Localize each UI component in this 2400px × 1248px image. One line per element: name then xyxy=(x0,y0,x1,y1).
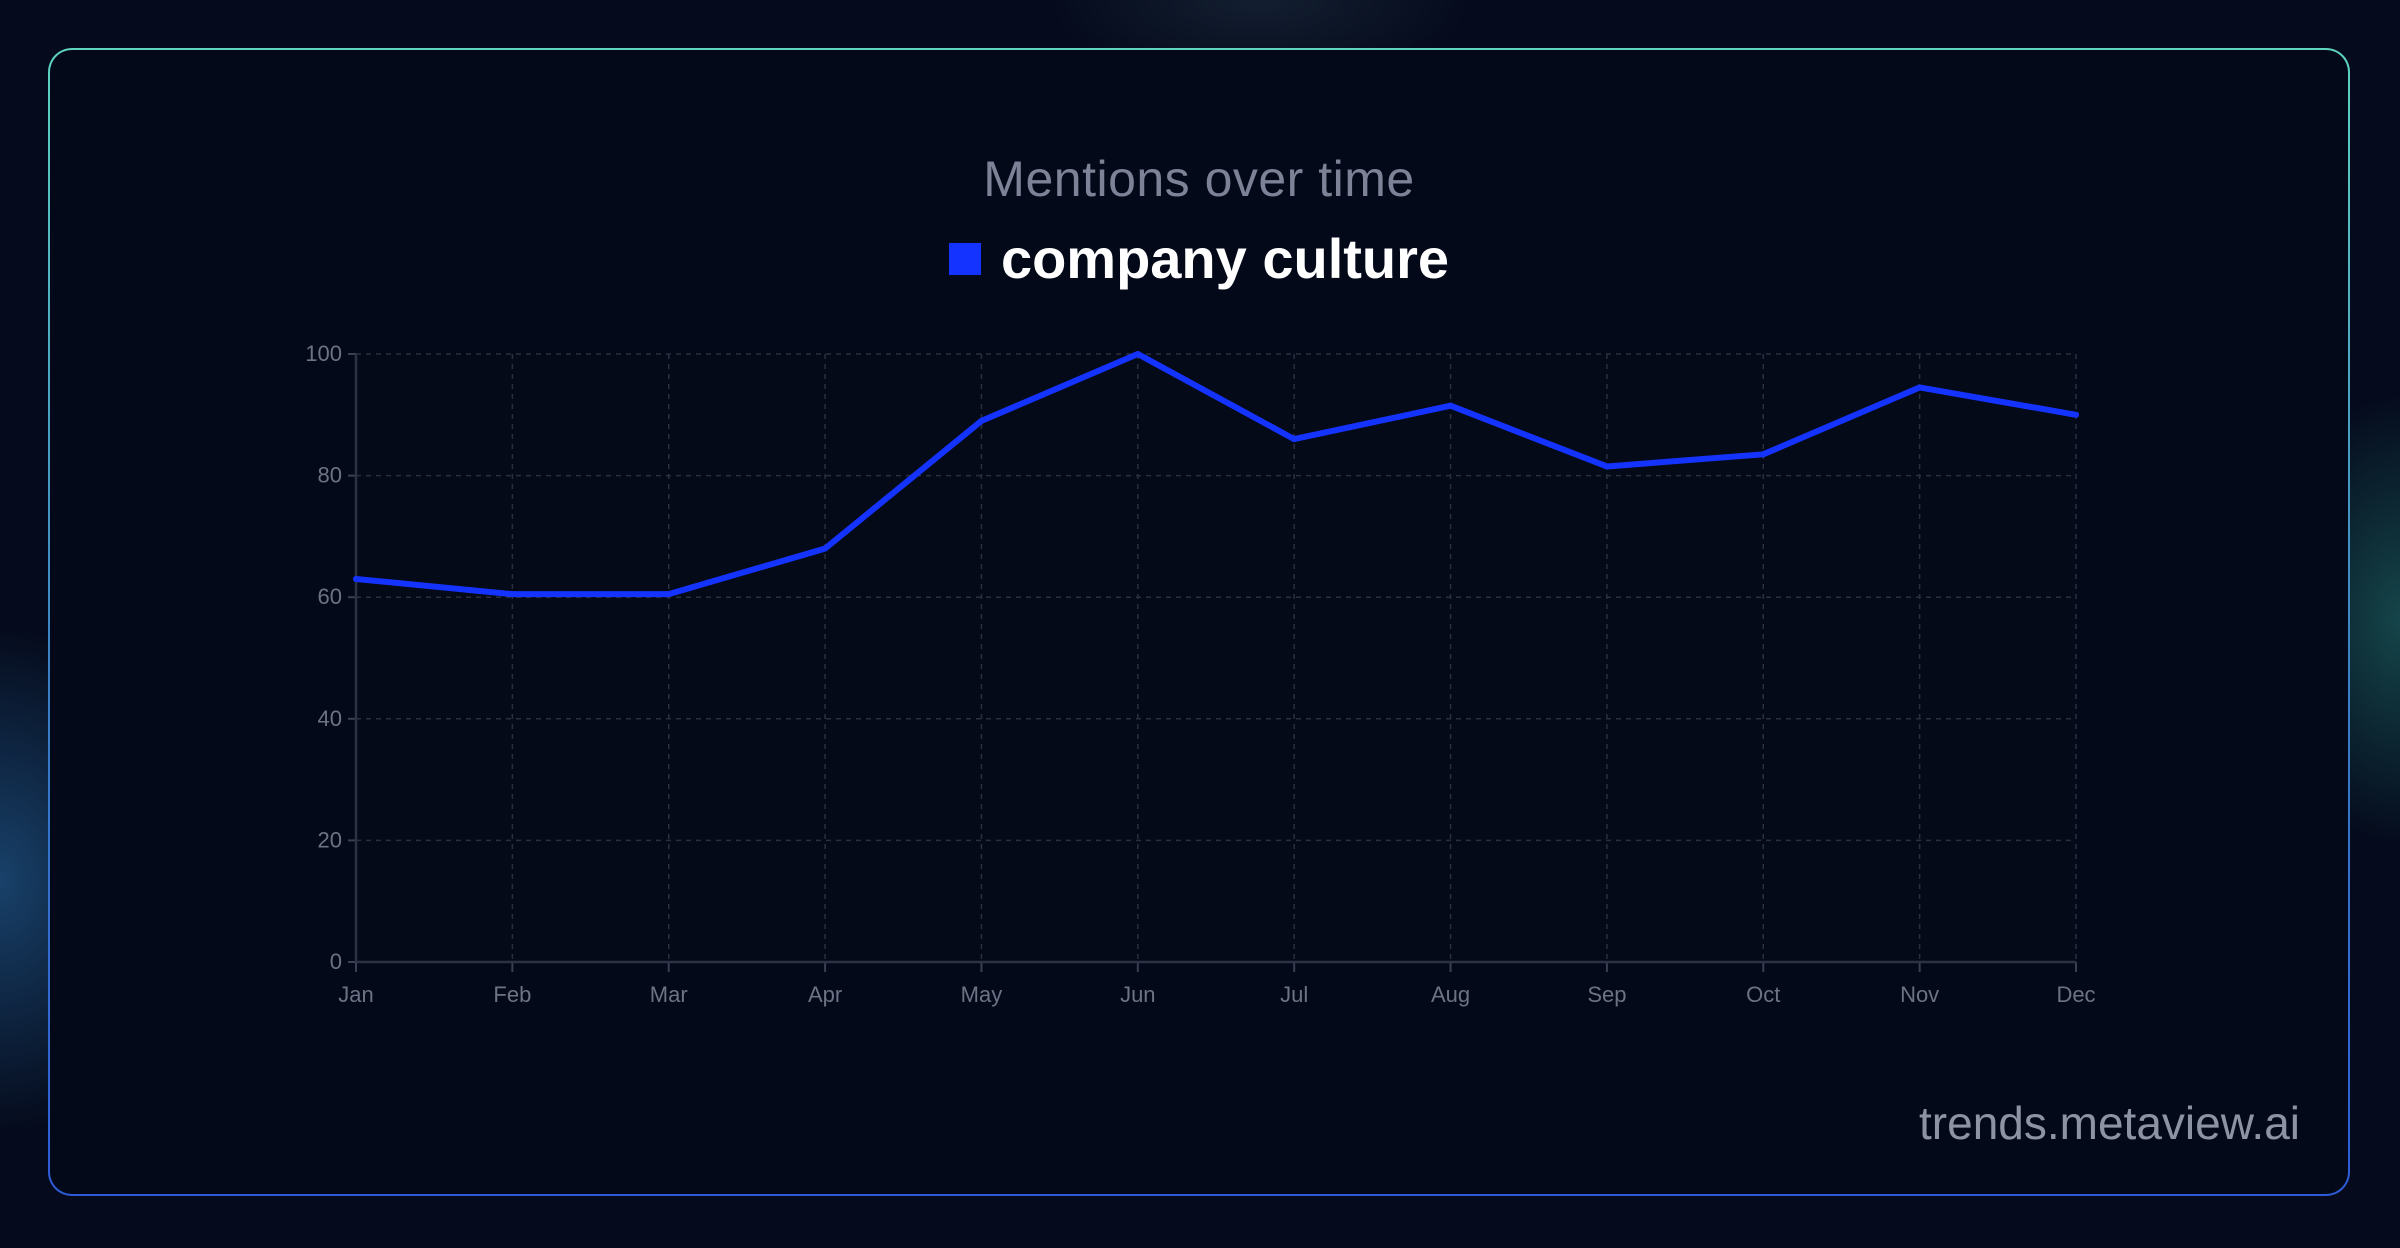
data-point xyxy=(1760,451,1767,458)
x-tick-label: Sep xyxy=(1587,982,1626,1007)
line-chart: 0 20 40 60 80 100 Jan Feb Mar Apr May Jun Jul Aug Sep O… xyxy=(305,341,2095,1007)
data-point xyxy=(978,417,985,424)
chart-card-inner: Mentions over time company culture 0 20 40… xyxy=(50,50,2348,1194)
chart-card: Mentions over time company culture 0 20 40… xyxy=(48,48,2350,1196)
data-point xyxy=(1447,402,1454,409)
data-point xyxy=(2073,411,2079,418)
data-point xyxy=(822,545,829,552)
x-tick-label: Apr xyxy=(808,982,842,1007)
x-tick-label: Jun xyxy=(1120,982,1155,1007)
legend-label: company culture xyxy=(1000,227,1450,290)
data-point xyxy=(509,591,516,598)
x-tick-label: Feb xyxy=(493,982,531,1007)
legend-swatch xyxy=(948,242,981,275)
x-tick-label: Aug xyxy=(1431,982,1470,1007)
x-tick-label: Mar xyxy=(650,982,688,1007)
x-tick-label: Dec xyxy=(2056,982,2095,1007)
y-tick-label: 100 xyxy=(305,341,342,366)
data-point xyxy=(1134,351,1141,357)
data-point xyxy=(1291,436,1298,443)
x-tick-label: Jul xyxy=(1280,982,1308,1007)
data-point xyxy=(1916,384,1923,391)
x-tick-label: May xyxy=(961,982,1003,1007)
y-tick-label: 80 xyxy=(318,463,342,488)
plot-area xyxy=(356,354,2076,962)
x-tick-label: Oct xyxy=(1746,982,1780,1007)
y-tick-label: 40 xyxy=(318,706,342,731)
x-tick-label: Nov xyxy=(1900,982,1939,1007)
series-line xyxy=(353,351,2079,598)
x-tick-label: Jan xyxy=(338,982,373,1007)
legend: company culture xyxy=(50,226,2348,291)
y-tick-label: 20 xyxy=(318,827,342,852)
watermark: trends.metaview.ai xyxy=(1919,1097,2300,1149)
y-tick-label: 0 xyxy=(330,949,342,974)
y-tick-label: 60 xyxy=(318,584,342,609)
data-point xyxy=(1603,463,1610,470)
data-point xyxy=(353,575,359,582)
data-point xyxy=(665,591,672,598)
chart-title: Mentions over time xyxy=(983,151,1415,207)
